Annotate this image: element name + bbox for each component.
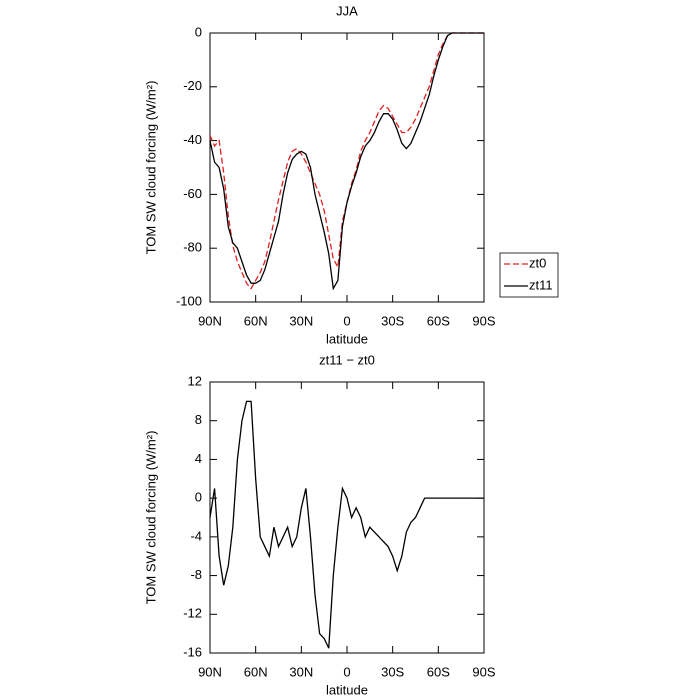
y-tick-label: -16 — [183, 644, 202, 659]
y-tick-label: 8 — [195, 412, 202, 427]
y-tick-label: 0 — [195, 490, 202, 505]
y-tick-label: -60 — [183, 186, 202, 201]
x-tick-label: 60N — [244, 313, 268, 328]
x-tick-label: 60N — [244, 664, 268, 679]
data-line — [209, 32, 484, 290]
plot-frame — [209, 381, 485, 654]
x-tick-label: 0 — [343, 664, 350, 679]
y-tick-label: -80 — [183, 240, 202, 255]
data-line — [209, 32, 484, 291]
y-tick-label: -20 — [183, 78, 202, 93]
y-tick-label: -12 — [183, 606, 202, 621]
x-tick-label: 0 — [343, 313, 350, 328]
y-axis-label: TOM SW cloud forcing (W/m²) — [143, 81, 158, 255]
x-tick-label: 90N — [198, 313, 222, 328]
y-tick-label: 0 — [195, 24, 202, 39]
x-tick-label: 90S — [472, 313, 495, 328]
x-tick-label: 90N — [198, 664, 222, 679]
y-tick-label: -8 — [190, 567, 202, 582]
x-tick-label: 30S — [381, 664, 404, 679]
x-tick-label: 60S — [427, 664, 450, 679]
y-tick-label: -100 — [176, 293, 202, 308]
y-tick-label: -40 — [183, 132, 202, 147]
y-tick-label: 4 — [195, 451, 202, 466]
legend-label: zt11 — [529, 277, 553, 292]
legend-box — [499, 252, 559, 298]
y-axis-label: TOM SW cloud forcing (W/m²) — [143, 431, 158, 605]
y-tick-label: 12 — [188, 373, 202, 388]
y-tick-label: -4 — [190, 528, 202, 543]
x-tick-label: 90S — [472, 664, 495, 679]
chart-title: JJA — [336, 3, 358, 18]
x-axis-label: latitude — [326, 331, 368, 346]
legend-label: zt0 — [529, 255, 546, 270]
plot-frame — [209, 32, 485, 303]
chart-title: zt11 − zt0 — [319, 352, 375, 367]
data-line — [209, 400, 484, 649]
x-tick-label: 30N — [289, 664, 313, 679]
x-axis-label: latitude — [326, 682, 368, 697]
x-tick-label: 30N — [289, 313, 313, 328]
x-tick-label: 30S — [381, 313, 404, 328]
x-tick-label: 60S — [427, 313, 450, 328]
